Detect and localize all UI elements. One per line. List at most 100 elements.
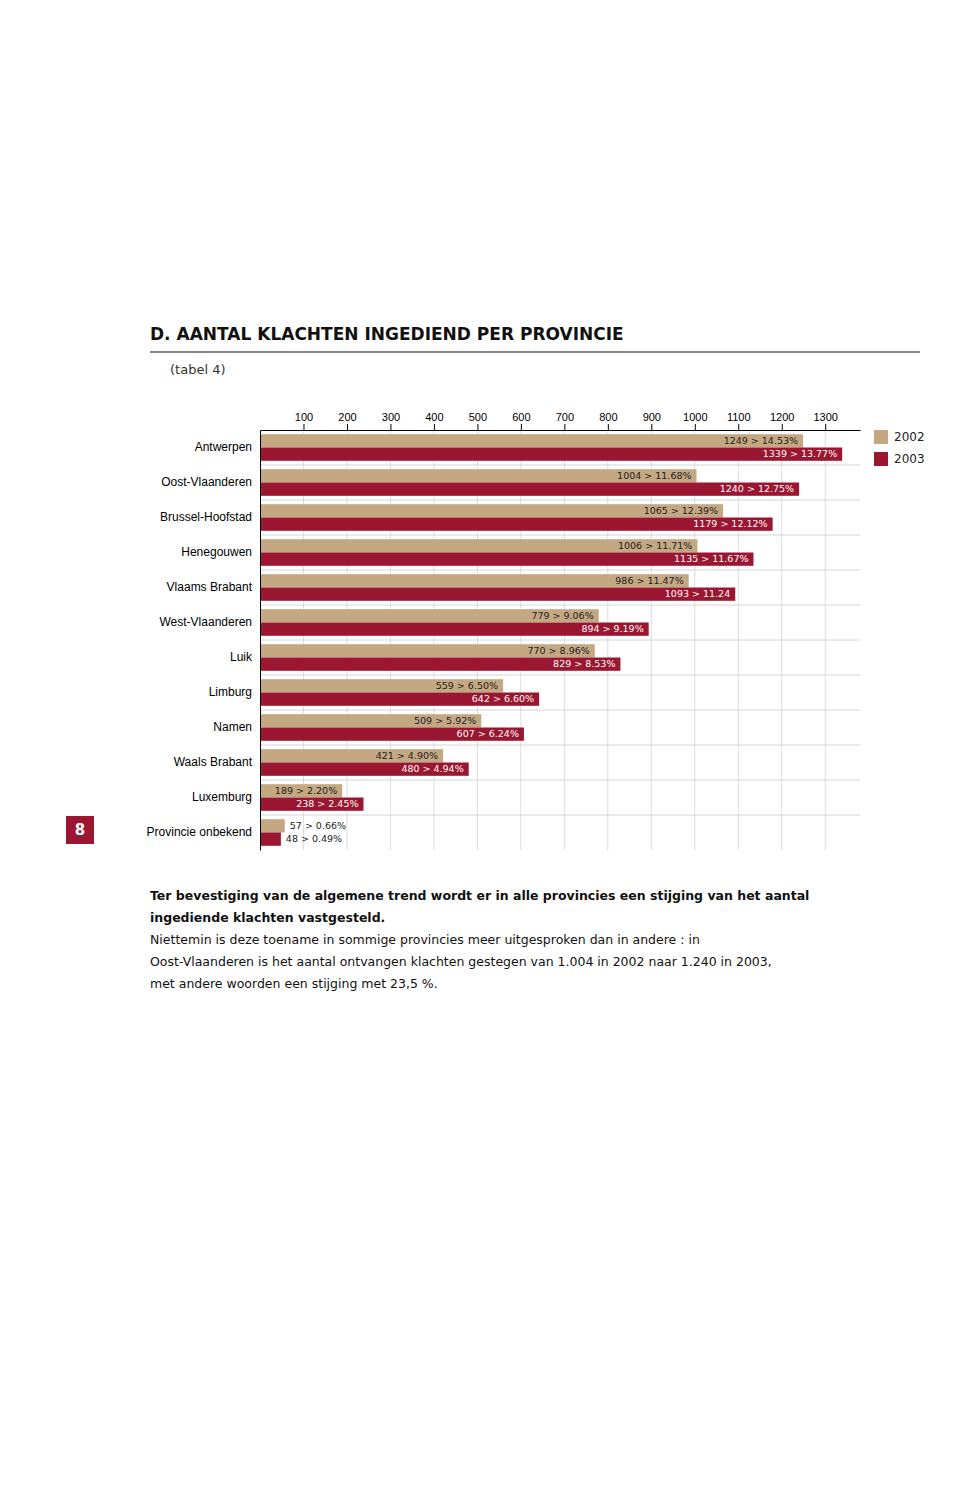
x-tick-label: 600: [512, 411, 530, 423]
x-tick-label: 700: [556, 411, 574, 423]
bar: [260, 749, 443, 762]
data-label: 779 > 9.06%: [531, 610, 593, 621]
bar: [260, 623, 649, 636]
x-tick: 1000: [683, 411, 707, 430]
data-label: 1179 > 12.12%: [693, 518, 767, 529]
group-separator: [260, 745, 860, 746]
bar: [260, 798, 363, 811]
legend-item: 2003: [874, 452, 925, 466]
x-tick-mark: [608, 424, 609, 430]
y-tick-label: Brussel-Hoofstad: [160, 510, 252, 524]
x-tick-label: 1200: [770, 411, 794, 423]
x-tick-label: 200: [338, 411, 356, 423]
bar: [260, 819, 285, 832]
bar: [260, 469, 697, 482]
y-tick: Provincie onbekend: [147, 825, 260, 839]
y-tick: Vlaams Brabant: [167, 580, 260, 594]
data-label: 642 > 6.60%: [472, 693, 534, 704]
x-tick-mark: [738, 424, 739, 430]
y-tick-label: Oost-Vlaanderen: [161, 475, 252, 489]
y-axis-line: [260, 431, 261, 851]
bar: [260, 448, 842, 461]
bar-series: [260, 448, 842, 846]
x-tick-mark: [347, 424, 348, 430]
subtitle: (tabel 4): [170, 362, 225, 377]
y-tick: Oost-Vlaanderen: [161, 475, 260, 489]
title-rule: [150, 352, 920, 353]
data-label: 1004 > 11.68%: [617, 470, 691, 481]
bar: [260, 763, 469, 776]
data-label: 421 > 4.90%: [376, 750, 438, 761]
data-label: 1065 > 12.39%: [644, 505, 718, 516]
legend-swatch: [874, 430, 888, 444]
group-separator: [260, 465, 860, 466]
data-label: 509 > 5.92%: [414, 715, 476, 726]
x-tick: 200: [338, 411, 356, 430]
y-tick-label: Luxemburg: [192, 790, 252, 804]
bar: [260, 504, 723, 517]
y-tick: Brussel-Hoofstad: [160, 510, 260, 524]
legend-label: 2003: [894, 452, 925, 466]
bar: [260, 714, 481, 727]
x-tick: 900: [643, 411, 661, 430]
y-axis: Antwerpen Oost-Vlaanderen Brussel-Hoofstad…: [147, 431, 261, 851]
x-tick-mark: [651, 424, 652, 430]
x-tick-mark: [695, 424, 696, 430]
x-tick-mark: [434, 424, 435, 430]
y-tick-label: Vlaams Brabant: [167, 580, 253, 594]
paragraph-line: Oost-Vlaanderen is het aantal ontvangen …: [150, 954, 772, 969]
paragraph-line: ingediende klachten vastgesteld.: [150, 910, 385, 925]
x-tick-mark: [390, 424, 391, 430]
y-tick: Waals Brabant: [174, 755, 260, 769]
data-labels: 1249 > 14.53%1004 > 11.68%1065 > 12.39%1…: [275, 435, 837, 844]
data-label: 1093 > 11.24: [665, 588, 730, 599]
y-tick-label: Provincie onbekend: [147, 825, 252, 839]
x-tick: 1100: [727, 411, 751, 430]
y-tick: West-Vlaanderen: [160, 615, 261, 629]
legend-label: 2002: [894, 430, 925, 444]
y-tick: Limburg: [209, 685, 260, 699]
legend: 2002 2003: [874, 430, 925, 466]
y-tick: Luxemburg: [192, 790, 260, 804]
bar: [260, 609, 599, 622]
x-tick: 100: [295, 411, 313, 430]
bar: [260, 588, 735, 601]
x-tick: 300: [382, 411, 400, 430]
bar: [260, 553, 753, 566]
x-tick: 500: [469, 411, 487, 430]
y-tick-label: Antwerpen: [195, 440, 252, 454]
y-tick-label: Luik: [230, 650, 253, 664]
x-tick-label: 1100: [727, 411, 751, 423]
group-separator: [260, 535, 860, 536]
x-tick: 400: [425, 411, 443, 430]
x-tick-mark: [521, 424, 522, 430]
paragraph-line: Ter bevestiging van de algemene trend wo…: [150, 888, 809, 903]
group-separator: [260, 605, 860, 606]
x-tick-label: 100: [295, 411, 313, 423]
data-label: 480 > 4.94%: [401, 763, 463, 774]
x-tick-mark: [564, 424, 565, 430]
x-tick-label: 300: [382, 411, 400, 423]
y-tick: Henegouwen: [181, 545, 260, 559]
data-label: 1240 > 12.75%: [720, 483, 794, 494]
data-label: 894 > 9.19%: [581, 623, 643, 634]
x-tick: 700: [556, 411, 574, 430]
y-tick: Antwerpen: [195, 440, 260, 454]
page-number-badge: 8: [66, 816, 94, 844]
bar: [260, 518, 773, 531]
bar: [260, 693, 539, 706]
bar-series: [260, 434, 803, 832]
title: D. AANTAL KLACHTEN INGEDIEND PER PROVINC…: [150, 324, 624, 344]
x-tick-mark: [303, 424, 304, 430]
group-separator: [260, 640, 860, 641]
bar: [260, 644, 595, 657]
group-separator: [260, 780, 860, 781]
x-axis-line: [261, 430, 861, 431]
data-label: 1249 > 14.53%: [724, 435, 798, 446]
legend-item: 2002: [874, 430, 925, 444]
bar: [260, 434, 803, 447]
x-tick-label: 500: [469, 411, 487, 423]
x-tick: 1200: [770, 411, 794, 430]
bar: [260, 784, 342, 797]
paragraph: Ter bevestiging van de algemene trend wo…: [150, 888, 809, 991]
